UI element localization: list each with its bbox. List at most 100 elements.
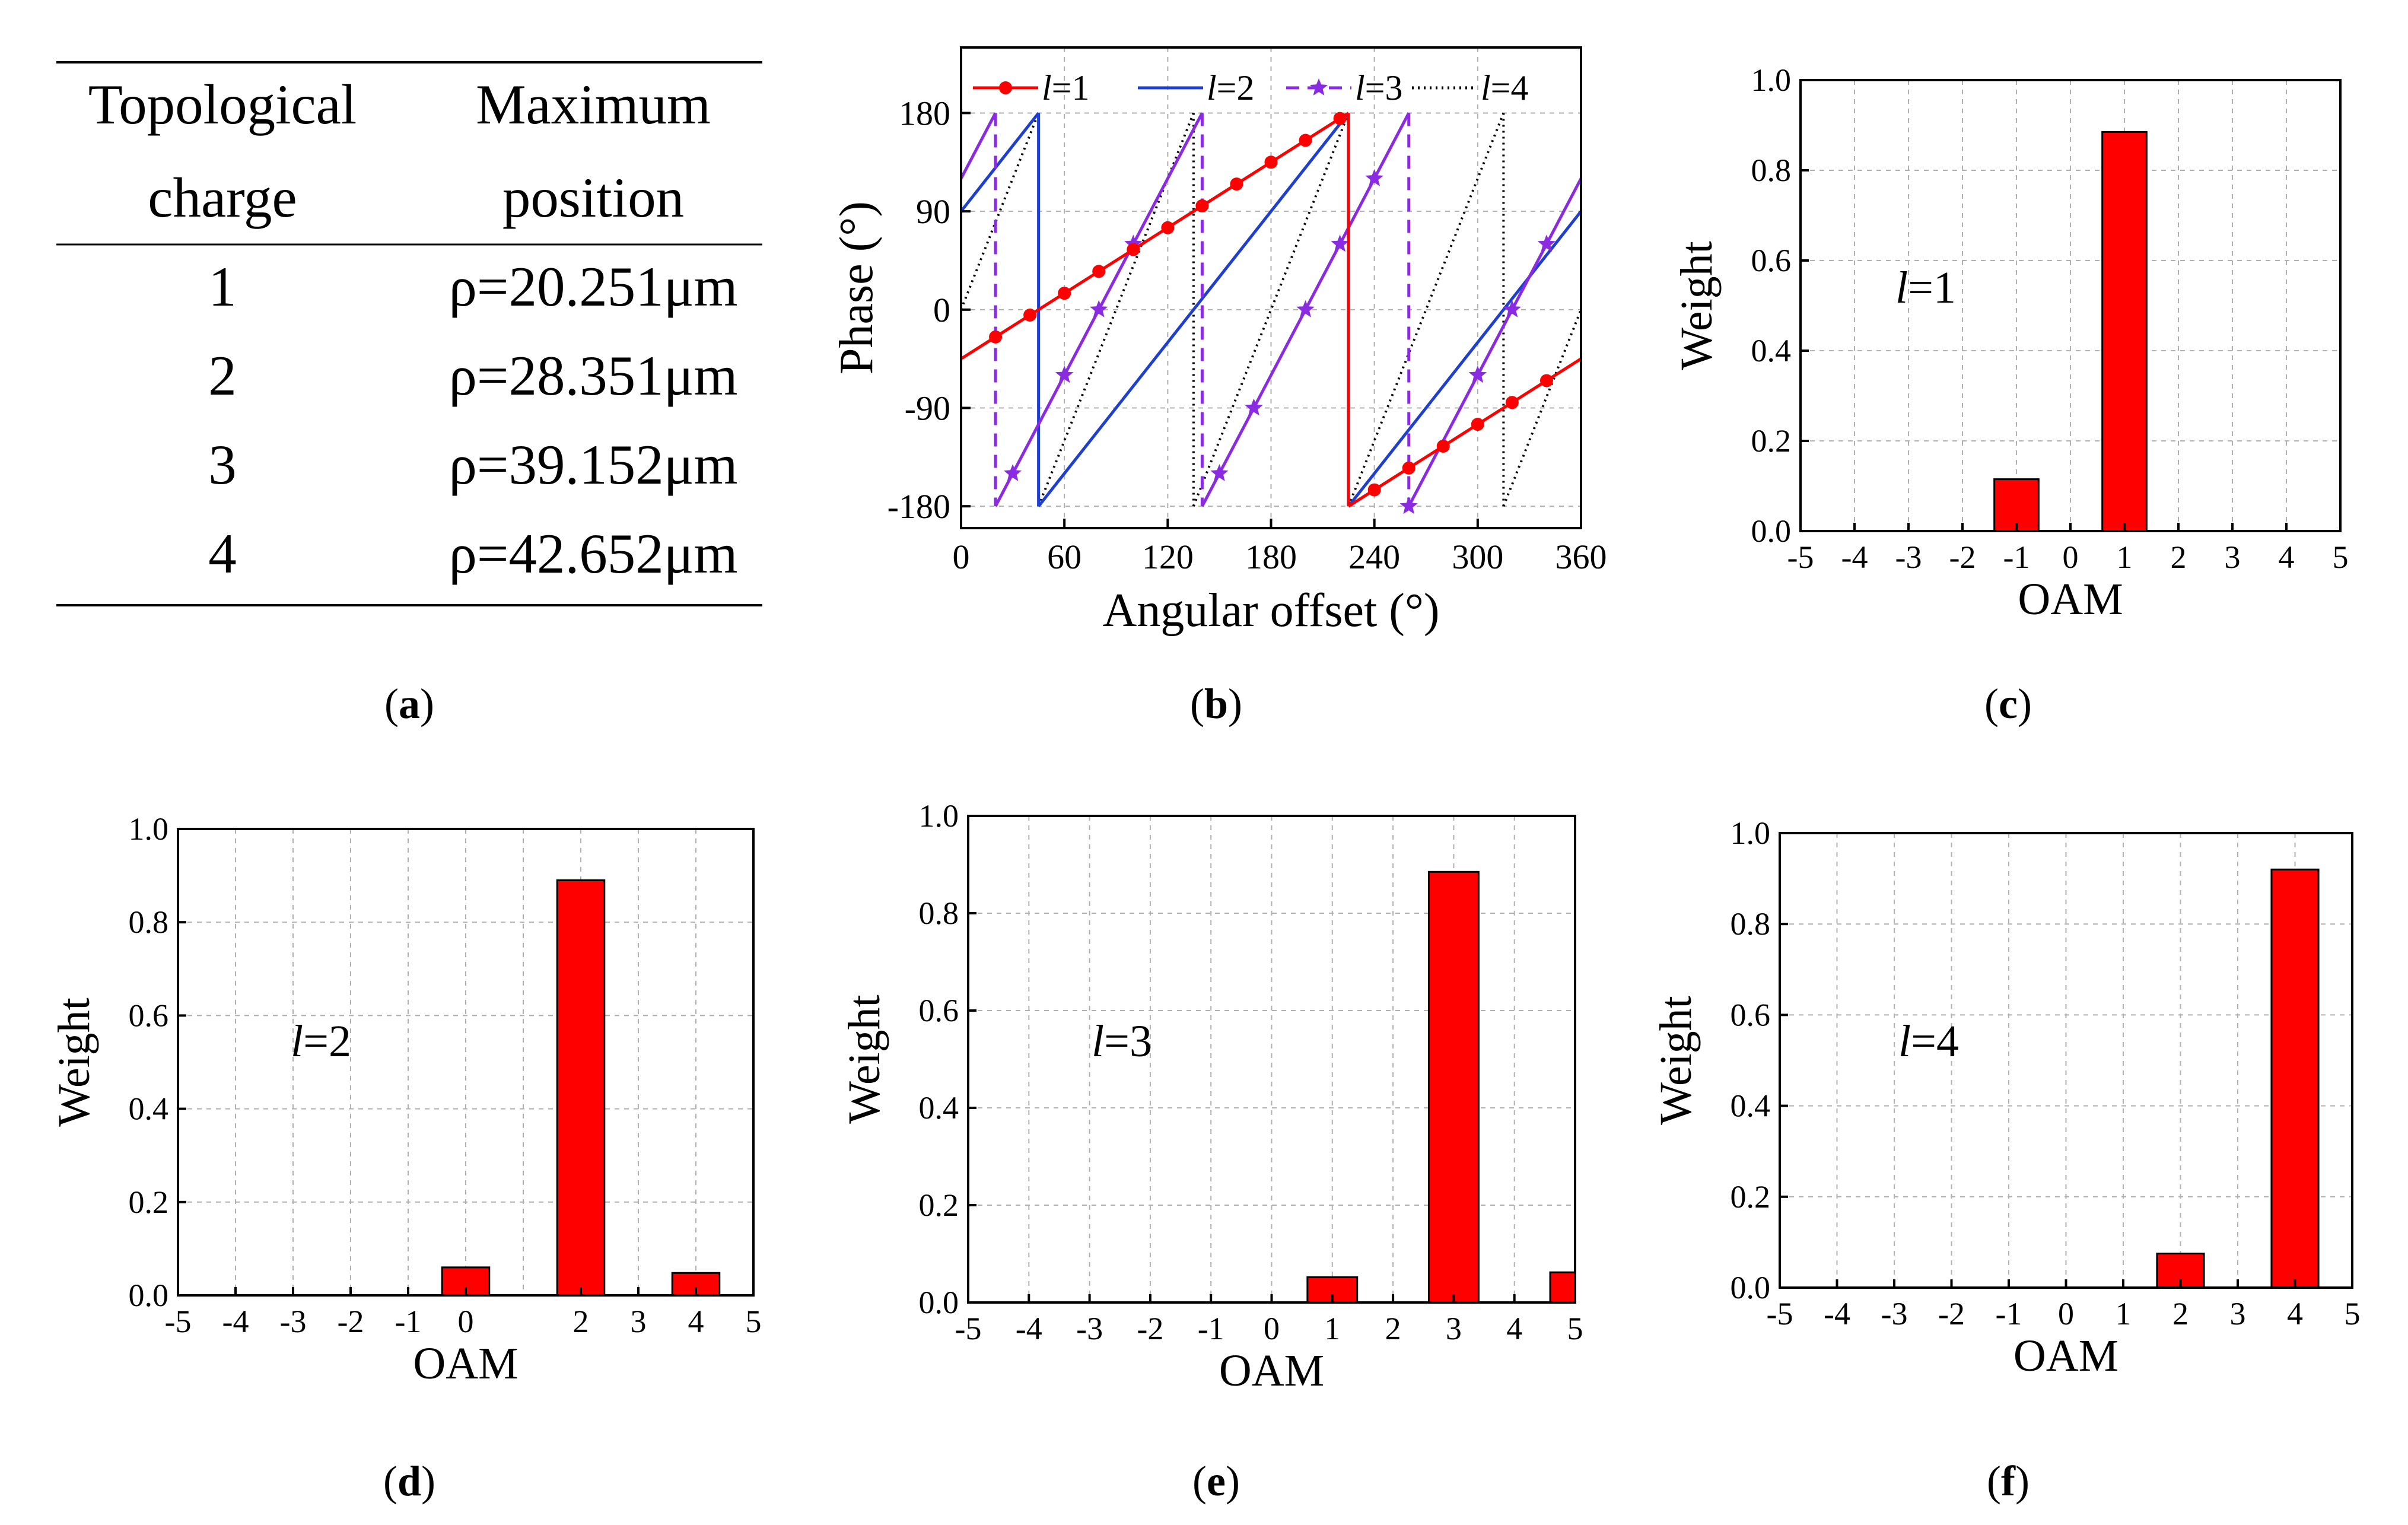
x-tick-label: -4 <box>222 1304 249 1339</box>
x-tick-label: -3 <box>280 1304 307 1339</box>
chart-annotation-italic: l <box>1898 1016 1911 1066</box>
x-tick-label: 0 <box>458 1304 474 1339</box>
y-tick-label: 0.6 <box>1731 997 1771 1032</box>
panel-label-close: ) <box>2015 1457 2030 1505</box>
y-tick-label: 0.6 <box>1751 243 1792 278</box>
panel-a-table: Topological charge Maximum position 1 ρ=20.25… <box>56 61 762 606</box>
x-tick-label: 2 <box>2171 539 2187 575</box>
table-header-col1-line2: charge <box>148 166 297 229</box>
x-tick-label: 60 <box>1047 538 1081 576</box>
bar <box>556 879 606 1297</box>
x-tick-label: -1 <box>2003 539 2030 575</box>
x-tick-label: 240 <box>1348 538 1400 576</box>
series-marker-l3 <box>1055 366 1074 383</box>
y-tick-label: 180 <box>899 94 950 132</box>
x-tick-label: 1 <box>2116 1296 2132 1332</box>
series-marker-l1 <box>989 330 1003 344</box>
y-tick-label: 0.6 <box>129 997 169 1033</box>
x-tick-label: 0 <box>953 538 970 576</box>
legend-label-italic: l <box>1042 68 1052 107</box>
chart-annotation-italic: l <box>1895 263 1908 313</box>
series-marker-l1 <box>1230 177 1243 191</box>
panel-label-letter: b <box>1204 680 1228 727</box>
y-tick-label: 0.0 <box>1731 1270 1771 1305</box>
series-marker-l3 <box>1503 300 1522 317</box>
plot-frame <box>967 815 1576 1304</box>
series-marker-l3 <box>1537 234 1556 252</box>
legend-label-rest: =4 <box>1491 68 1529 107</box>
x-tick-label: 0 <box>1264 1311 1280 1346</box>
table-cell-position: ρ=42.652μm <box>448 522 737 585</box>
x-tick-label: 3 <box>631 1304 647 1339</box>
y-axis-label: Weight <box>839 995 889 1124</box>
x-tick-label: -5 <box>165 1304 192 1339</box>
y-tick-label: 1.0 <box>919 798 959 834</box>
series-line-l2 <box>961 112 1581 507</box>
series-marker-l3 <box>1090 300 1108 317</box>
y-tick-label: 0.4 <box>1731 1088 1771 1124</box>
series-marker-l1 <box>1161 221 1175 234</box>
x-axis-label: Angular offset (°) <box>1102 584 1439 637</box>
x-tick-label: 180 <box>1245 538 1297 576</box>
chart-c-weight: -5 -4 -3 -2 -1 0 1 2 3 4 5 0.0 0.2 0.4 0.6 0.8 1.0 OAM Wei… <box>1672 62 2349 624</box>
x-tick-label: -5 <box>955 1311 982 1346</box>
x-tick-label: 5 <box>1567 1311 1583 1346</box>
x-tick-label: 3 <box>2225 539 2241 575</box>
x-tick-label: -2 <box>1137 1311 1163 1346</box>
y-tick-label: 0 <box>933 291 950 329</box>
x-tick-label: -4 <box>1016 1311 1042 1346</box>
x-tick-label: 4 <box>1506 1311 1522 1346</box>
x-tick-label: 0 <box>2058 1296 2074 1332</box>
x-tick-label: 5 <box>2333 539 2349 575</box>
y-tick-label: 1.0 <box>1751 62 1792 98</box>
series-marker-l1 <box>1092 265 1106 278</box>
chart-annotation: l=4 <box>1898 1016 1959 1066</box>
bar <box>2270 868 2320 1289</box>
y-tick-label: 0.4 <box>919 1090 959 1126</box>
x-tick-label: 0 <box>2063 539 2079 575</box>
series-marker-l1 <box>1367 483 1381 497</box>
x-tick-label: -3 <box>1076 1311 1103 1346</box>
y-tick-label: 0.4 <box>129 1091 169 1127</box>
bar <box>1306 1276 1359 1304</box>
x-tick-label: 4 <box>688 1304 704 1339</box>
legend-label-rest: =1 <box>1052 68 1090 107</box>
x-axis-label: OAM <box>2013 1331 2118 1381</box>
x-tick-label: -1 <box>1198 1311 1224 1346</box>
y-axis-label: Weight <box>1672 241 1722 370</box>
chart-d-weight: -5 -4 -3 -2 -1 0 2 3 4 5 0.0 0.2 0.4 0.6 0.8 1.0 OAM Weig… <box>49 811 762 1389</box>
series-marker-l3 <box>1296 300 1315 317</box>
bar <box>2101 131 2148 532</box>
panel-label-letter: f <box>2001 1457 2016 1505</box>
panel-label-open: ( <box>384 680 399 727</box>
plot-area <box>961 112 1581 514</box>
series-marker-l1 <box>1436 439 1450 453</box>
series-marker-l3 <box>1331 234 1349 252</box>
x-tick-label: 120 <box>1142 538 1194 576</box>
y-tick-label: 0.0 <box>919 1285 959 1320</box>
table-cell-charge: 4 <box>208 522 237 585</box>
series-marker-l1 <box>1539 374 1553 387</box>
y-tick-label: 0.8 <box>919 895 959 931</box>
y-tick-label: 1.0 <box>129 811 169 847</box>
x-tick-label: 4 <box>2287 1296 2303 1332</box>
y-tick-label: 0.0 <box>1751 513 1792 549</box>
chart-annotation-italic: l <box>291 1016 303 1066</box>
table-cell-charge: 1 <box>208 255 237 318</box>
x-tick-label: -2 <box>1938 1296 1965 1332</box>
x-tick-label: 2 <box>2172 1296 2188 1332</box>
y-tick-label: 0.8 <box>1751 152 1792 188</box>
series-marker-l1 <box>1195 199 1209 212</box>
legend-label-rest: =3 <box>1365 68 1403 107</box>
series-marker-l3 <box>1468 366 1487 383</box>
chart-annotation: l=3 <box>1092 1016 1152 1066</box>
legend-label-rest: =2 <box>1217 68 1255 107</box>
panel-label: (b) <box>1190 680 1242 727</box>
x-tick-label: 2 <box>1385 1311 1401 1346</box>
series-marker-l1 <box>1402 461 1415 475</box>
legend-label: l=4 <box>1481 68 1529 107</box>
y-tick-label: 0.2 <box>919 1187 959 1223</box>
chart-f-weight: -5 -4 -3 -2 -1 0 1 2 3 4 5 0.0 0.2 0.4 0.6 0.8 1.0 OAM Wei… <box>1651 815 2361 1381</box>
legend-label: l=2 <box>1207 68 1255 107</box>
y-tick-label: 0.4 <box>1751 333 1792 368</box>
